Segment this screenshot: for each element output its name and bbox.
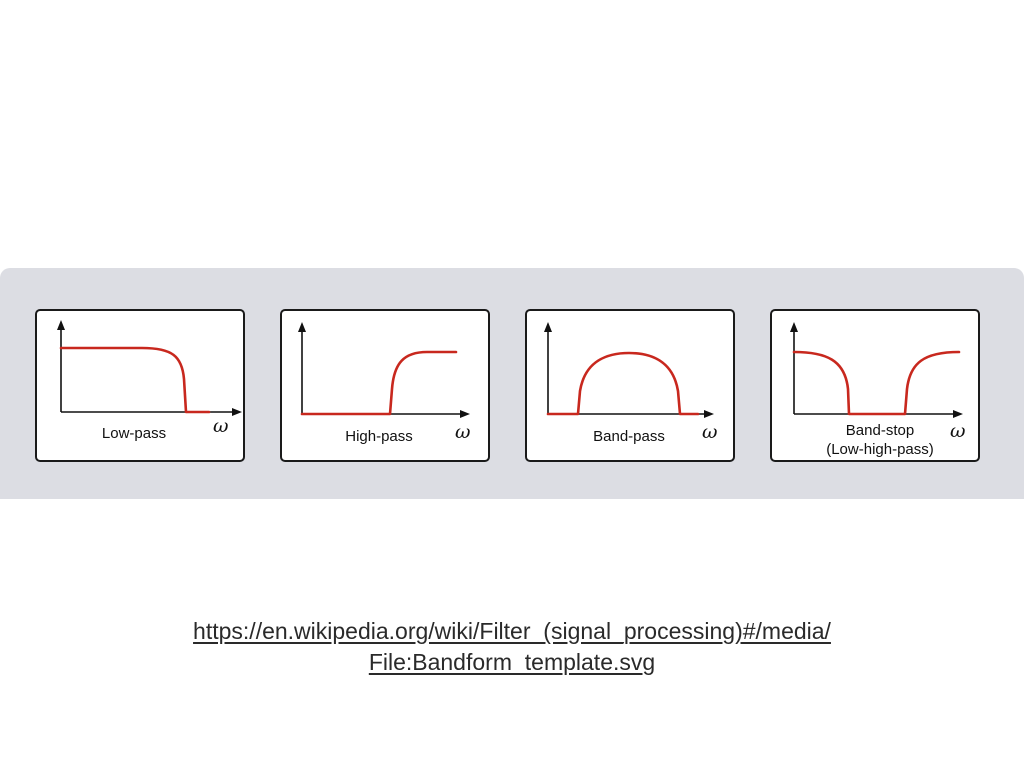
x-axis-arrow [232, 408, 242, 416]
y-axis-arrow [790, 322, 798, 332]
band-stop-curve [792, 350, 961, 416]
y-axis-arrow [544, 322, 552, 332]
low-pass-label: Low-pass [102, 425, 166, 442]
y-axis-arrow [57, 320, 65, 330]
low-pass-panel: Low-pass ω [35, 309, 245, 462]
source-link-line1[interactable]: https://en.wikipedia.org/wiki/Filter_(si… [193, 618, 831, 644]
band-pass-label: Band-pass [593, 428, 665, 445]
band-pass-diagram: Band-pass ω [544, 322, 718, 445]
band-stop-sublabel: (Low-high-pass) [826, 441, 934, 458]
high-pass-diagram: High-pass ω [298, 322, 471, 445]
low-pass-diagram: Low-pass ω [57, 320, 242, 442]
band-pass-panel: Band-pass ω [525, 309, 735, 462]
x-axis-arrow [704, 410, 714, 418]
low-pass-curve [59, 346, 211, 414]
source-caption: https://en.wikipedia.org/wiki/Filter_(si… [0, 616, 1024, 678]
high-pass-panel: High-pass ω [280, 309, 490, 462]
x-axis-arrow [460, 410, 470, 418]
x-axis-arrow [953, 410, 963, 418]
omega-symbol: ω [455, 421, 471, 443]
omega-symbol: ω [213, 415, 229, 437]
high-pass-curve [300, 350, 458, 416]
high-pass-label: High-pass [345, 428, 413, 445]
omega-symbol: ω [702, 421, 718, 443]
source-link-line2[interactable]: File:Bandform_template.svg [368, 649, 656, 675]
band-stop-label: Band-stop [846, 422, 914, 439]
band-stop-panel: Band-stop (Low-high-pass) ω [770, 309, 980, 462]
omega-symbol: ω [950, 420, 966, 442]
y-axis-arrow [298, 322, 306, 332]
band-stop-diagram: Band-stop (Low-high-pass) ω [790, 322, 966, 458]
band-pass-curve [546, 351, 700, 416]
